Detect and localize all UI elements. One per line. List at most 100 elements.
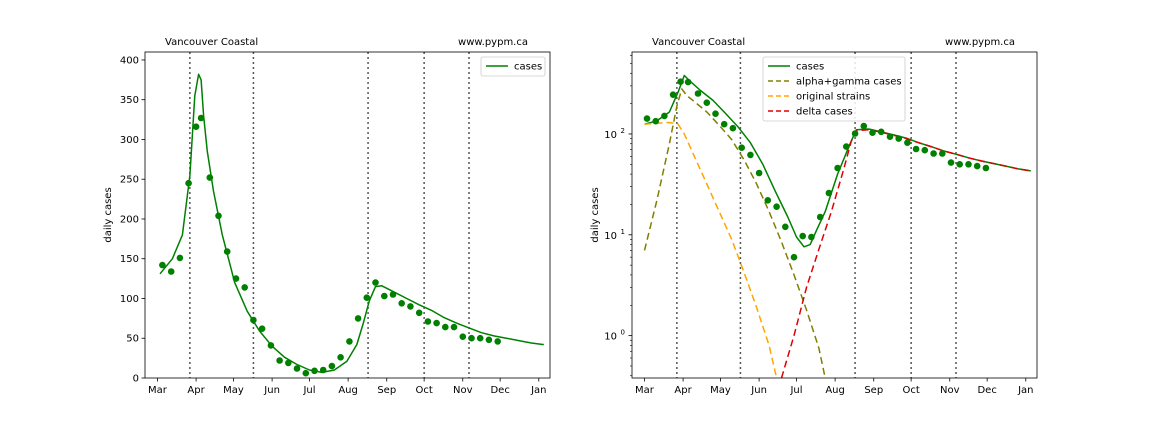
data-point bbox=[684, 78, 692, 86]
data-point bbox=[895, 135, 902, 142]
data-point bbox=[912, 145, 920, 153]
data-point bbox=[939, 150, 946, 157]
data-point bbox=[241, 284, 248, 291]
data-point bbox=[442, 323, 449, 331]
data-point bbox=[834, 164, 841, 172]
data-point bbox=[389, 291, 397, 298]
site-label: www.pypm.ca bbox=[945, 37, 1015, 48]
data-point bbox=[782, 223, 789, 231]
y-axis-label: daily cases bbox=[590, 187, 601, 242]
x-tick-label: Jun bbox=[263, 385, 280, 396]
data-point bbox=[381, 292, 388, 300]
data-point bbox=[250, 316, 257, 324]
legend: cases alpha+gamma cases original strains de… bbox=[762, 56, 906, 122]
y-tick-label: 150 bbox=[120, 254, 139, 265]
data-point bbox=[372, 279, 379, 286]
axes-frame bbox=[631, 51, 1038, 379]
data-point bbox=[921, 146, 929, 154]
data-point bbox=[354, 315, 362, 322]
data-point bbox=[433, 319, 440, 327]
x-tick-label: Mar bbox=[148, 385, 168, 396]
y-tick-label: 50 bbox=[126, 334, 139, 345]
data-point bbox=[860, 122, 868, 130]
data-point bbox=[293, 365, 301, 372]
data-point bbox=[825, 189, 833, 197]
y-tick-label: 200 bbox=[120, 214, 139, 225]
x-tick-label: May bbox=[223, 385, 244, 396]
data-point bbox=[738, 144, 745, 151]
data-point bbox=[337, 354, 344, 361]
data-point bbox=[206, 174, 214, 181]
y-tick-label: 350 bbox=[120, 95, 139, 106]
series-line-delta-cases bbox=[780, 129, 1031, 378]
legend-label: original strains bbox=[796, 92, 870, 103]
data-point bbox=[398, 300, 406, 307]
x-tick-label: Oct bbox=[415, 385, 432, 396]
x-tick-label: Aug bbox=[338, 385, 358, 396]
data-point bbox=[232, 275, 240, 282]
data-point bbox=[176, 254, 184, 262]
data-point bbox=[192, 123, 200, 130]
y-tick-label: 10 bbox=[604, 231, 617, 242]
data-point bbox=[652, 117, 659, 125]
data-point bbox=[661, 112, 668, 120]
data-point bbox=[363, 294, 371, 302]
data-point bbox=[764, 197, 772, 204]
data-point bbox=[302, 369, 310, 377]
x-tick-label: Apr bbox=[187, 385, 205, 396]
y-tick-label: 10 bbox=[604, 332, 617, 343]
y-tick-label: 10 bbox=[604, 130, 617, 141]
data-point bbox=[729, 124, 737, 132]
data-point bbox=[215, 212, 222, 220]
data-point bbox=[476, 334, 484, 342]
y-tick-label: 100 bbox=[120, 294, 139, 305]
x-tick-label: Nov bbox=[940, 385, 960, 396]
x-tick-label: Aug bbox=[825, 385, 845, 396]
data-point bbox=[267, 342, 275, 349]
x-tick-label: Jul bbox=[302, 385, 315, 396]
data-point bbox=[643, 115, 651, 122]
data-point bbox=[799, 232, 806, 240]
series-line-cases bbox=[159, 73, 544, 374]
y-tick-exponent: 0 bbox=[621, 329, 625, 337]
region-label: Vancouver Coastal bbox=[652, 37, 745, 48]
data-point bbox=[956, 161, 963, 168]
y-tick-exponent: 2 bbox=[621, 127, 625, 135]
x-tick-label: Apr bbox=[674, 385, 692, 396]
data-point bbox=[965, 161, 972, 168]
plot-area bbox=[159, 73, 544, 377]
legend-box bbox=[480, 56, 546, 77]
data-point bbox=[485, 336, 493, 344]
legend-label: delta cases bbox=[796, 107, 853, 118]
axes-frame bbox=[144, 51, 551, 379]
data-point bbox=[669, 91, 677, 98]
data-point bbox=[424, 318, 432, 325]
data-point bbox=[328, 362, 336, 370]
data-point bbox=[816, 213, 824, 221]
x-tick-label: Jul bbox=[789, 385, 802, 396]
y-tick-label: 0 bbox=[133, 374, 139, 385]
data-point bbox=[973, 162, 981, 170]
y-tick-exponent: 1 bbox=[621, 228, 625, 236]
data-point bbox=[415, 309, 423, 317]
left-panel-linear: Mar Apr May Jun Jul Aug Sep Oct Nov Dec Jan 0 50 100 1… bbox=[103, 37, 551, 396]
data-point bbox=[258, 325, 266, 333]
data-point bbox=[276, 357, 283, 364]
data-point bbox=[185, 179, 192, 187]
x-tick-label: Sep bbox=[377, 385, 396, 396]
legend-label: cases bbox=[796, 62, 824, 73]
x-tick-label: Mar bbox=[635, 385, 655, 396]
data-point bbox=[851, 130, 859, 137]
x-tick-label: Jun bbox=[750, 385, 767, 396]
data-point bbox=[677, 78, 684, 85]
legend-label: alpha+gamma cases bbox=[796, 77, 902, 88]
data-point bbox=[494, 338, 502, 345]
site-label: www.pypm.ca bbox=[458, 37, 528, 48]
data-point bbox=[703, 99, 711, 106]
legend: cases bbox=[480, 56, 546, 77]
data-point bbox=[747, 151, 754, 159]
data-point bbox=[459, 333, 467, 341]
data-point bbox=[712, 110, 719, 117]
